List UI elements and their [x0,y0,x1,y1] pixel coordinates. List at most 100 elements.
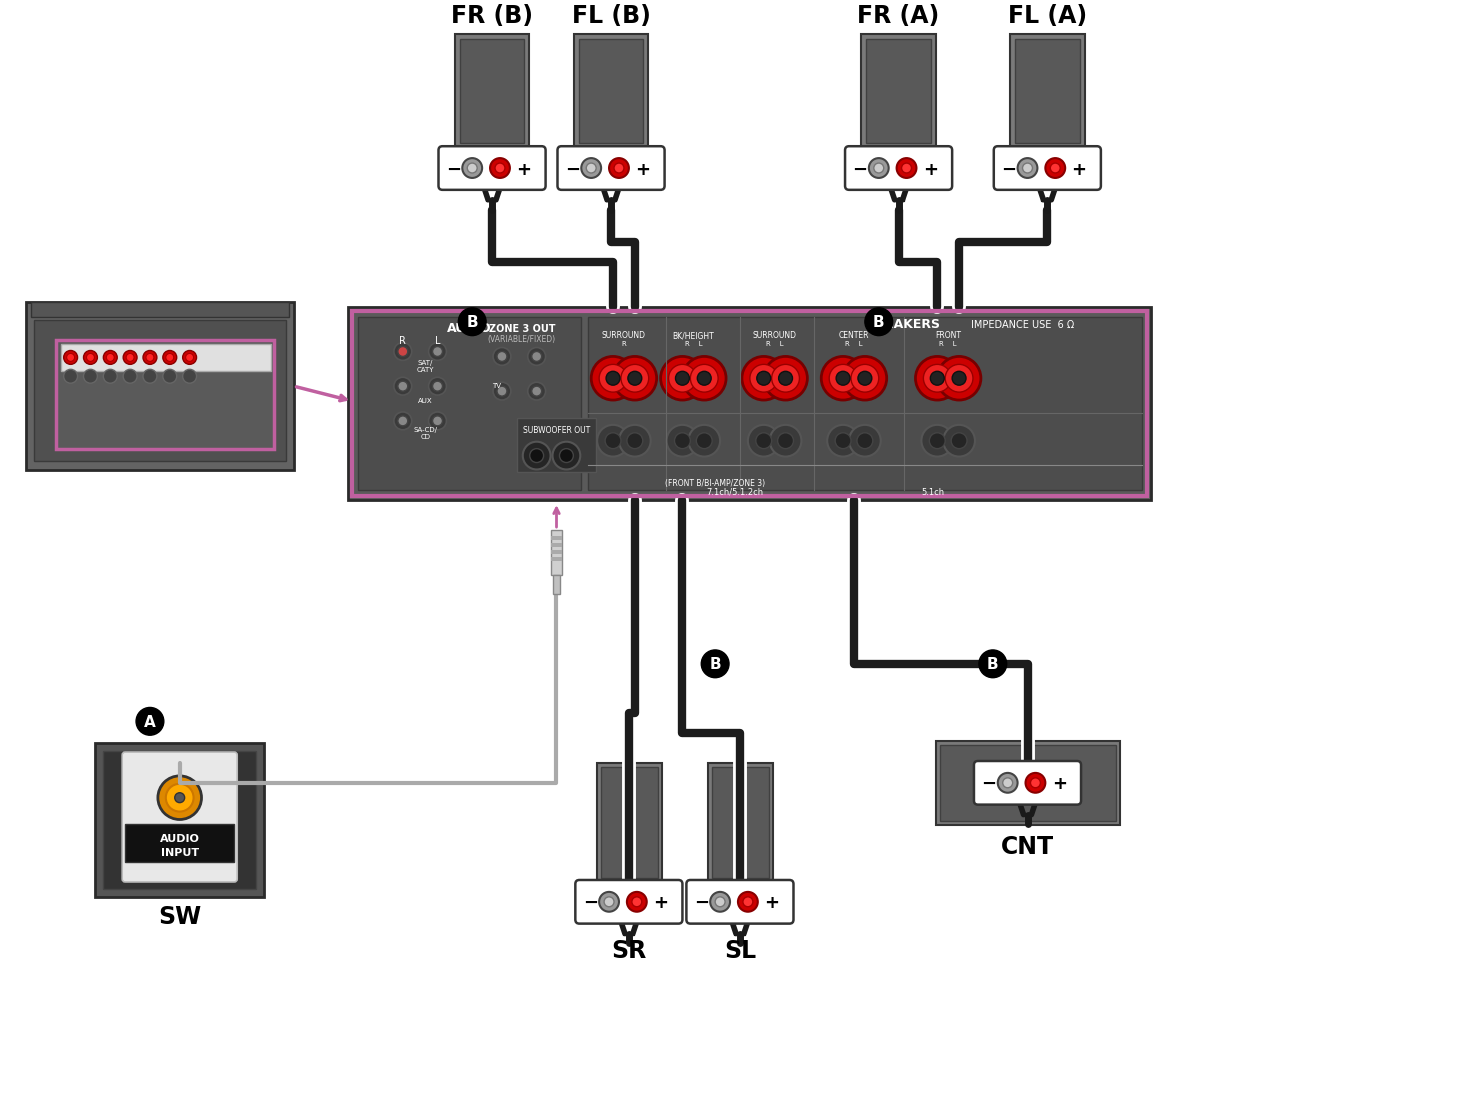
Text: −: − [981,775,997,793]
Circle shape [560,449,573,462]
Circle shape [676,371,689,385]
Circle shape [748,424,780,457]
Circle shape [553,442,581,469]
Text: +: + [1072,160,1086,178]
Circle shape [84,370,97,383]
Circle shape [158,775,201,820]
Circle shape [428,342,447,361]
Circle shape [778,371,793,385]
Text: +: + [922,160,938,178]
Circle shape [661,356,704,400]
FancyBboxPatch shape [26,302,293,470]
FancyBboxPatch shape [551,530,563,575]
Circle shape [715,897,726,907]
Circle shape [432,346,443,356]
Circle shape [1003,778,1013,788]
Circle shape [698,371,711,385]
Circle shape [869,158,888,178]
Circle shape [123,370,136,383]
Circle shape [619,424,651,457]
Circle shape [667,424,698,457]
Circle shape [979,649,1007,677]
FancyBboxPatch shape [597,763,661,882]
Circle shape [777,432,793,449]
Circle shape [937,356,981,400]
FancyBboxPatch shape [686,880,793,924]
FancyBboxPatch shape [573,35,648,148]
Circle shape [582,158,601,178]
Text: SPEAKERS: SPEAKERS [866,319,940,331]
Circle shape [1031,778,1041,788]
Text: CNT: CNT [1001,836,1054,859]
Circle shape [600,364,627,392]
Circle shape [622,364,649,392]
Circle shape [428,412,447,430]
Circle shape [63,370,78,383]
FancyBboxPatch shape [844,146,951,189]
FancyBboxPatch shape [551,550,563,554]
Circle shape [600,892,619,911]
Text: SURROUND: SURROUND [603,331,647,340]
FancyBboxPatch shape [708,763,773,882]
Circle shape [394,412,412,430]
FancyBboxPatch shape [122,752,237,882]
Circle shape [103,351,117,364]
Text: −: − [564,160,581,178]
Circle shape [830,364,858,392]
Circle shape [432,381,443,391]
Text: R    L: R L [940,341,957,346]
Circle shape [532,352,541,361]
Circle shape [756,371,771,385]
FancyBboxPatch shape [553,575,560,595]
Circle shape [186,353,194,361]
Circle shape [902,163,912,173]
Text: SURROUND: SURROUND [752,331,796,340]
Text: FRONT: FRONT [935,331,962,340]
Text: AUX: AUX [418,398,432,404]
Circle shape [1050,163,1060,173]
Text: R    L: R L [765,341,783,346]
Circle shape [756,432,771,449]
Circle shape [493,382,510,400]
FancyBboxPatch shape [588,316,1142,490]
Circle shape [462,158,482,178]
Circle shape [490,158,510,178]
Circle shape [528,348,545,365]
Circle shape [174,793,185,803]
Text: SL: SL [724,939,756,964]
FancyBboxPatch shape [557,146,664,189]
Circle shape [586,163,597,173]
Text: (VARIABLE/FIXED): (VARIABLE/FIXED) [488,335,556,344]
Circle shape [468,163,476,173]
Circle shape [710,892,730,911]
Circle shape [929,432,946,449]
Text: −: − [446,160,460,178]
Text: AUDIO: AUDIO [160,834,199,844]
FancyBboxPatch shape [579,39,644,144]
Circle shape [496,163,504,173]
Circle shape [627,892,647,911]
Circle shape [394,378,412,395]
Circle shape [144,370,157,383]
Text: +: + [635,160,651,178]
Text: SUBWOOFER OUT: SUBWOOFER OUT [523,427,591,436]
Text: SR: SR [611,939,647,964]
Circle shape [931,371,944,385]
FancyBboxPatch shape [56,340,274,449]
FancyBboxPatch shape [866,39,931,144]
Text: +: + [1051,775,1067,793]
FancyBboxPatch shape [994,146,1101,189]
Circle shape [696,432,712,449]
FancyBboxPatch shape [575,880,683,924]
FancyBboxPatch shape [349,306,1151,500]
Text: R    L: R L [846,341,863,346]
Circle shape [737,892,758,911]
Circle shape [827,424,859,457]
Circle shape [103,370,117,383]
Text: 5.1ch: 5.1ch [922,488,946,497]
Text: −: − [852,160,868,178]
Circle shape [951,371,966,385]
Text: BK/HEIGHT: BK/HEIGHT [673,331,714,340]
Circle shape [532,387,541,397]
Circle shape [397,416,408,426]
